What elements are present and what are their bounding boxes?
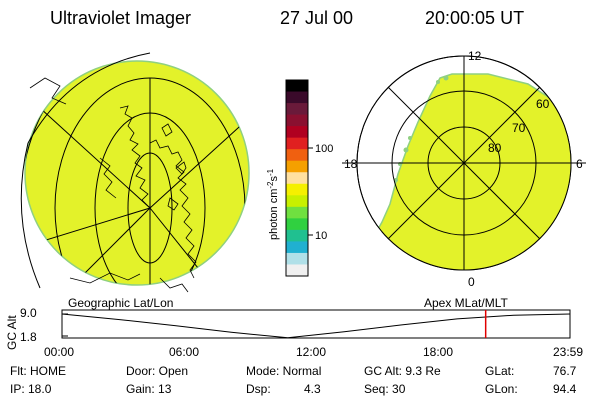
altitude-plot: GC Alt 9.0 1.8 — [5, 306, 571, 350]
colorbar-unit-label: photon cm-2s-1 — [266, 168, 280, 240]
coastline-outlines — [29, 77, 197, 293]
time-tick-label: 00:00 — [44, 345, 75, 359]
date-label: 27 Jul 00 — [280, 8, 354, 28]
time-tick-label: 18:00 — [423, 345, 454, 359]
colorbar-swatch — [286, 103, 308, 116]
flight-status: Flt: HOME — [10, 364, 66, 378]
colorbar-tick-label: 100 — [315, 143, 333, 155]
colorbar-tick-label: 10 — [315, 230, 327, 242]
colorbar-unit-sup: -2 — [266, 181, 275, 189]
altitude-tick-label: 9.0 — [20, 306, 37, 320]
time-label: 20:00:05 UT — [425, 8, 525, 28]
glon-label: GLon: — [485, 382, 518, 396]
colorbar-swatch — [286, 252, 308, 265]
time-tick-label: 12:00 — [296, 345, 327, 359]
ip-status: IP: 18.0 — [10, 382, 52, 396]
glat-label: GLat: — [485, 364, 515, 378]
altitude-tick-label: 1.8 — [20, 330, 37, 344]
colorbar-unit-sup: -1 — [266, 168, 275, 176]
colorbar-swatch — [286, 114, 308, 127]
mlat-label-70: 70 — [512, 121, 526, 135]
colorbar-swatch — [286, 172, 308, 185]
colorbar: 100 10 — [285, 79, 333, 277]
time-tick-label: 06:00 — [169, 345, 200, 359]
left-panel-caption: Geographic Lat/Lon — [68, 296, 174, 310]
dsp-value: 4.3 — [304, 382, 321, 396]
colorbar-swatch — [286, 241, 308, 254]
altitude-plot-frame — [61, 309, 571, 339]
dsp-label: Dsp: — [246, 382, 271, 396]
colorbar-swatch — [286, 183, 308, 196]
colorbar-unit-mid: s — [268, 176, 280, 182]
colorbar-swatch — [286, 91, 308, 104]
colorbar-swatches — [286, 80, 308, 277]
time-tick-label: 23:59 — [553, 345, 584, 359]
colorbar-frame — [285, 79, 309, 277]
mlat-label-80: 80 — [488, 141, 502, 155]
colorbar-swatch — [286, 126, 308, 139]
colorbar-swatch — [286, 160, 308, 173]
gc-alt-status: GC Alt: 9.3 Re — [364, 364, 441, 378]
outer-grid-arcs — [20, 52, 151, 289]
mlt-label-6: 6 — [576, 157, 583, 171]
colorbar-swatch — [286, 264, 308, 277]
seq-status: Seq: 30 — [364, 382, 406, 396]
glat-value: 76.7 — [553, 364, 577, 378]
altitude-curve — [61, 313, 571, 339]
right-panel-caption: Apex MLat/MLT — [424, 296, 508, 310]
glon-value: 94.4 — [553, 382, 577, 396]
colorbar-swatch — [286, 137, 308, 150]
svg-text:photon cm-2s-1: photon cm-2s-1 — [266, 168, 280, 240]
colorbar-swatch — [286, 80, 308, 93]
altitude-axis-label: GC Alt — [5, 315, 19, 350]
mlat-label-60: 60 — [536, 97, 550, 111]
magnetic-polar-map: 12 18 6 0 60 70 80 — [342, 49, 586, 289]
app-title: Ultraviolet Imager — [50, 8, 192, 28]
door-status: Door: Open — [126, 364, 189, 378]
colorbar-swatch — [286, 149, 308, 162]
mlt-label-0: 0 — [468, 275, 475, 289]
gain-status: Gain: 13 — [126, 382, 172, 396]
colorbar-swatch — [286, 206, 308, 219]
mlt-label-12: 12 — [468, 49, 482, 63]
colorbar-swatch — [286, 195, 308, 208]
colorbar-swatch — [286, 229, 308, 242]
polar-grid — [342, 55, 586, 271]
colorbar-swatch — [286, 218, 308, 231]
geographic-map — [20, 52, 250, 293]
colorbar-unit-text: photon cm — [268, 189, 280, 240]
mlt-label-18: 18 — [344, 157, 358, 171]
mode-status: Mode: Normal — [246, 364, 322, 378]
